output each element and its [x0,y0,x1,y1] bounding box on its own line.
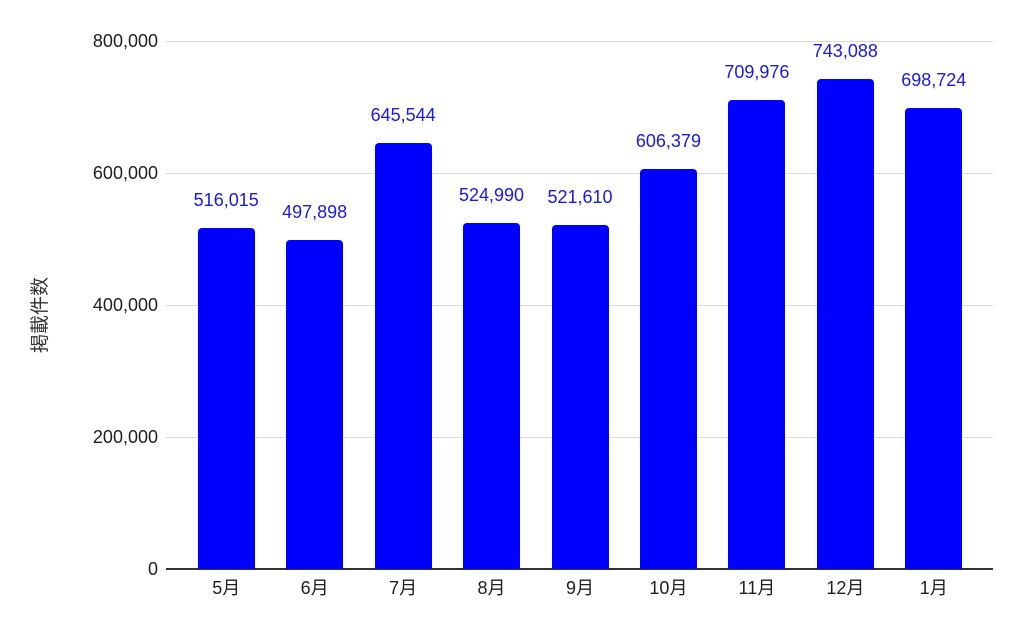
bar-value-label: 743,088 [812,40,878,61]
bar-8月 [463,222,521,569]
x-tick-label: 1月 [919,578,948,598]
x-tick-label: 8月 [477,578,506,598]
gridline [166,41,993,42]
x-tick-label: 6月 [300,578,329,598]
x-axis-line [166,568,993,570]
bar-9月 [551,224,609,569]
gridline [166,173,993,174]
y-tick-label: 0 [147,559,158,579]
bar-value-label: 698,724 [901,69,967,90]
x-tick-label: 11月 [738,578,776,598]
bar-value-label: 521,610 [547,186,613,207]
bar-11月 [728,100,786,569]
y-tick-label: 400,000 [92,295,158,315]
bar-1月 [905,107,963,569]
x-tick-label: 9月 [565,578,594,598]
bar-value-label: 497,898 [282,202,348,223]
x-tick-label: 12月 [826,578,865,598]
bar-value-label: 606,379 [635,130,701,151]
bar-value-label: 524,990 [459,184,525,205]
x-tick-label: 10月 [649,578,688,598]
bar-value-label: 516,015 [193,190,259,211]
y-tick-label: 800,000 [92,31,158,51]
bar-value-label: 645,544 [370,104,436,125]
bar-7月 [374,142,432,569]
bar-10月 [639,168,697,569]
bar-5月 [197,228,255,569]
y-tick-label: 600,000 [92,163,158,183]
bar-6月 [286,240,344,569]
x-tick-label: 5月 [212,578,241,598]
bar-value-label: 709,976 [724,62,790,83]
bar-12月 [816,78,874,569]
y-tick-label: 200,000 [92,427,158,447]
x-tick-label: 7月 [389,578,418,598]
